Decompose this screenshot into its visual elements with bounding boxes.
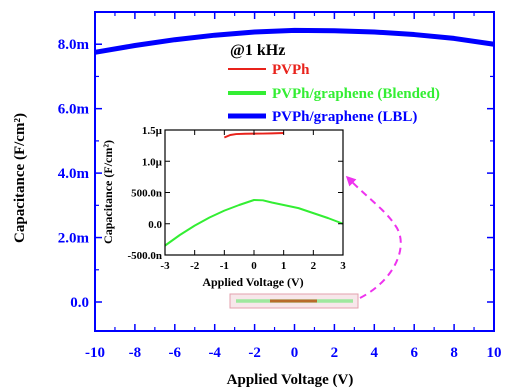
main-x-tick-label: 8 [450, 345, 458, 361]
inset-x-tick-label: 1 [281, 260, 287, 272]
legend-label-pvph: PVPh [272, 62, 310, 78]
inset-x-tick-label: -1 [220, 260, 229, 272]
inset-background [163, 130, 343, 255]
inset-series-pvph [223, 132, 284, 139]
frequency-annotation: @1 kHz [230, 42, 285, 59]
main-y-tick-label: 2.0m [58, 231, 90, 247]
inset-y-tick-label: 0.0 [148, 219, 162, 231]
legend: PVPh PVPh/graphene (Blended) PVPh/graphe… [228, 62, 440, 125]
main-y-tick-label: 4.0m [58, 166, 90, 182]
inset-y-tick-label: 1.0µ [142, 156, 163, 168]
main-plot-frame [94, 11, 495, 332]
inset-y-tick-labels: -500.0n 0.0 500.0n 1.0µ 1.5µ [127, 125, 162, 262]
main-x-tick-label: -6 [169, 345, 182, 361]
main-x-tick-label: -4 [208, 345, 221, 361]
inset-pointer-arrow [345, 175, 402, 299]
main-x-tick-label: 6 [410, 345, 418, 361]
inset-x-axis-label: Applied Voltage (V) [202, 275, 303, 289]
main-x-tick-label: 10 [487, 345, 502, 361]
main-y-tick-label: 8.0m [58, 37, 90, 53]
main-y-tick-label: 6.0m [58, 102, 90, 118]
inset-y-tick-label: 500.0n [131, 188, 162, 200]
main-series-group [94, 27, 495, 55]
device-schematic [229, 293, 359, 309]
main-x-tick-label: 2 [331, 345, 339, 361]
main-y-tick-label: 0.0 [70, 295, 89, 311]
main-x-tick-label: 0 [291, 345, 299, 361]
inset-x-tick-label: 0 [251, 260, 257, 272]
main-y-axis-label: Capacitance (F/cm²) [12, 113, 28, 243]
inset-y-axis-label: Capacitance (F/cm²) [101, 140, 115, 244]
inset-plot-frame [164, 129, 344, 256]
inset-chart: -3 -2 -1 0 1 2 3 -500.0n 0.0 500.0n 1.0µ 1.5µ Appl… [101, 125, 346, 289]
main-x-tick-labels: -10 -8 -6 -4 -2 0 2 4 6 8 10 [85, 345, 502, 361]
main-x-tick-label: -8 [129, 345, 142, 361]
inset-series-group [164, 132, 344, 247]
main-x-tick-label: -2 [248, 345, 261, 361]
inset-y-tick-label: -500.0n [127, 250, 162, 262]
main-y-tick-labels: 0.0 2.0m 4.0m 6.0m 8.0m [58, 37, 90, 311]
main-x-axis-label: Applied Voltage (V) [227, 372, 354, 388]
series-line-lbl [94, 27, 495, 55]
inset-x-tick-label: -2 [190, 260, 200, 272]
legend-label-lbl: PVPh/graphene (LBL) [272, 109, 417, 125]
inset-x-tick-labels: -3 -2 -1 0 1 2 3 [160, 260, 346, 272]
main-x-tick-label: 4 [371, 345, 379, 361]
main-x-tick-label: -10 [85, 345, 105, 361]
inset-x-tick-label: 2 [311, 260, 317, 272]
inset-x-tick-label: -3 [160, 260, 170, 272]
inset-y-tick-label: 1.5µ [142, 125, 163, 137]
legend-label-blended: PVPh/graphene (Blended) [272, 86, 440, 102]
inset-series-blended [164, 199, 344, 247]
inset-x-tick-label: 3 [340, 260, 346, 272]
